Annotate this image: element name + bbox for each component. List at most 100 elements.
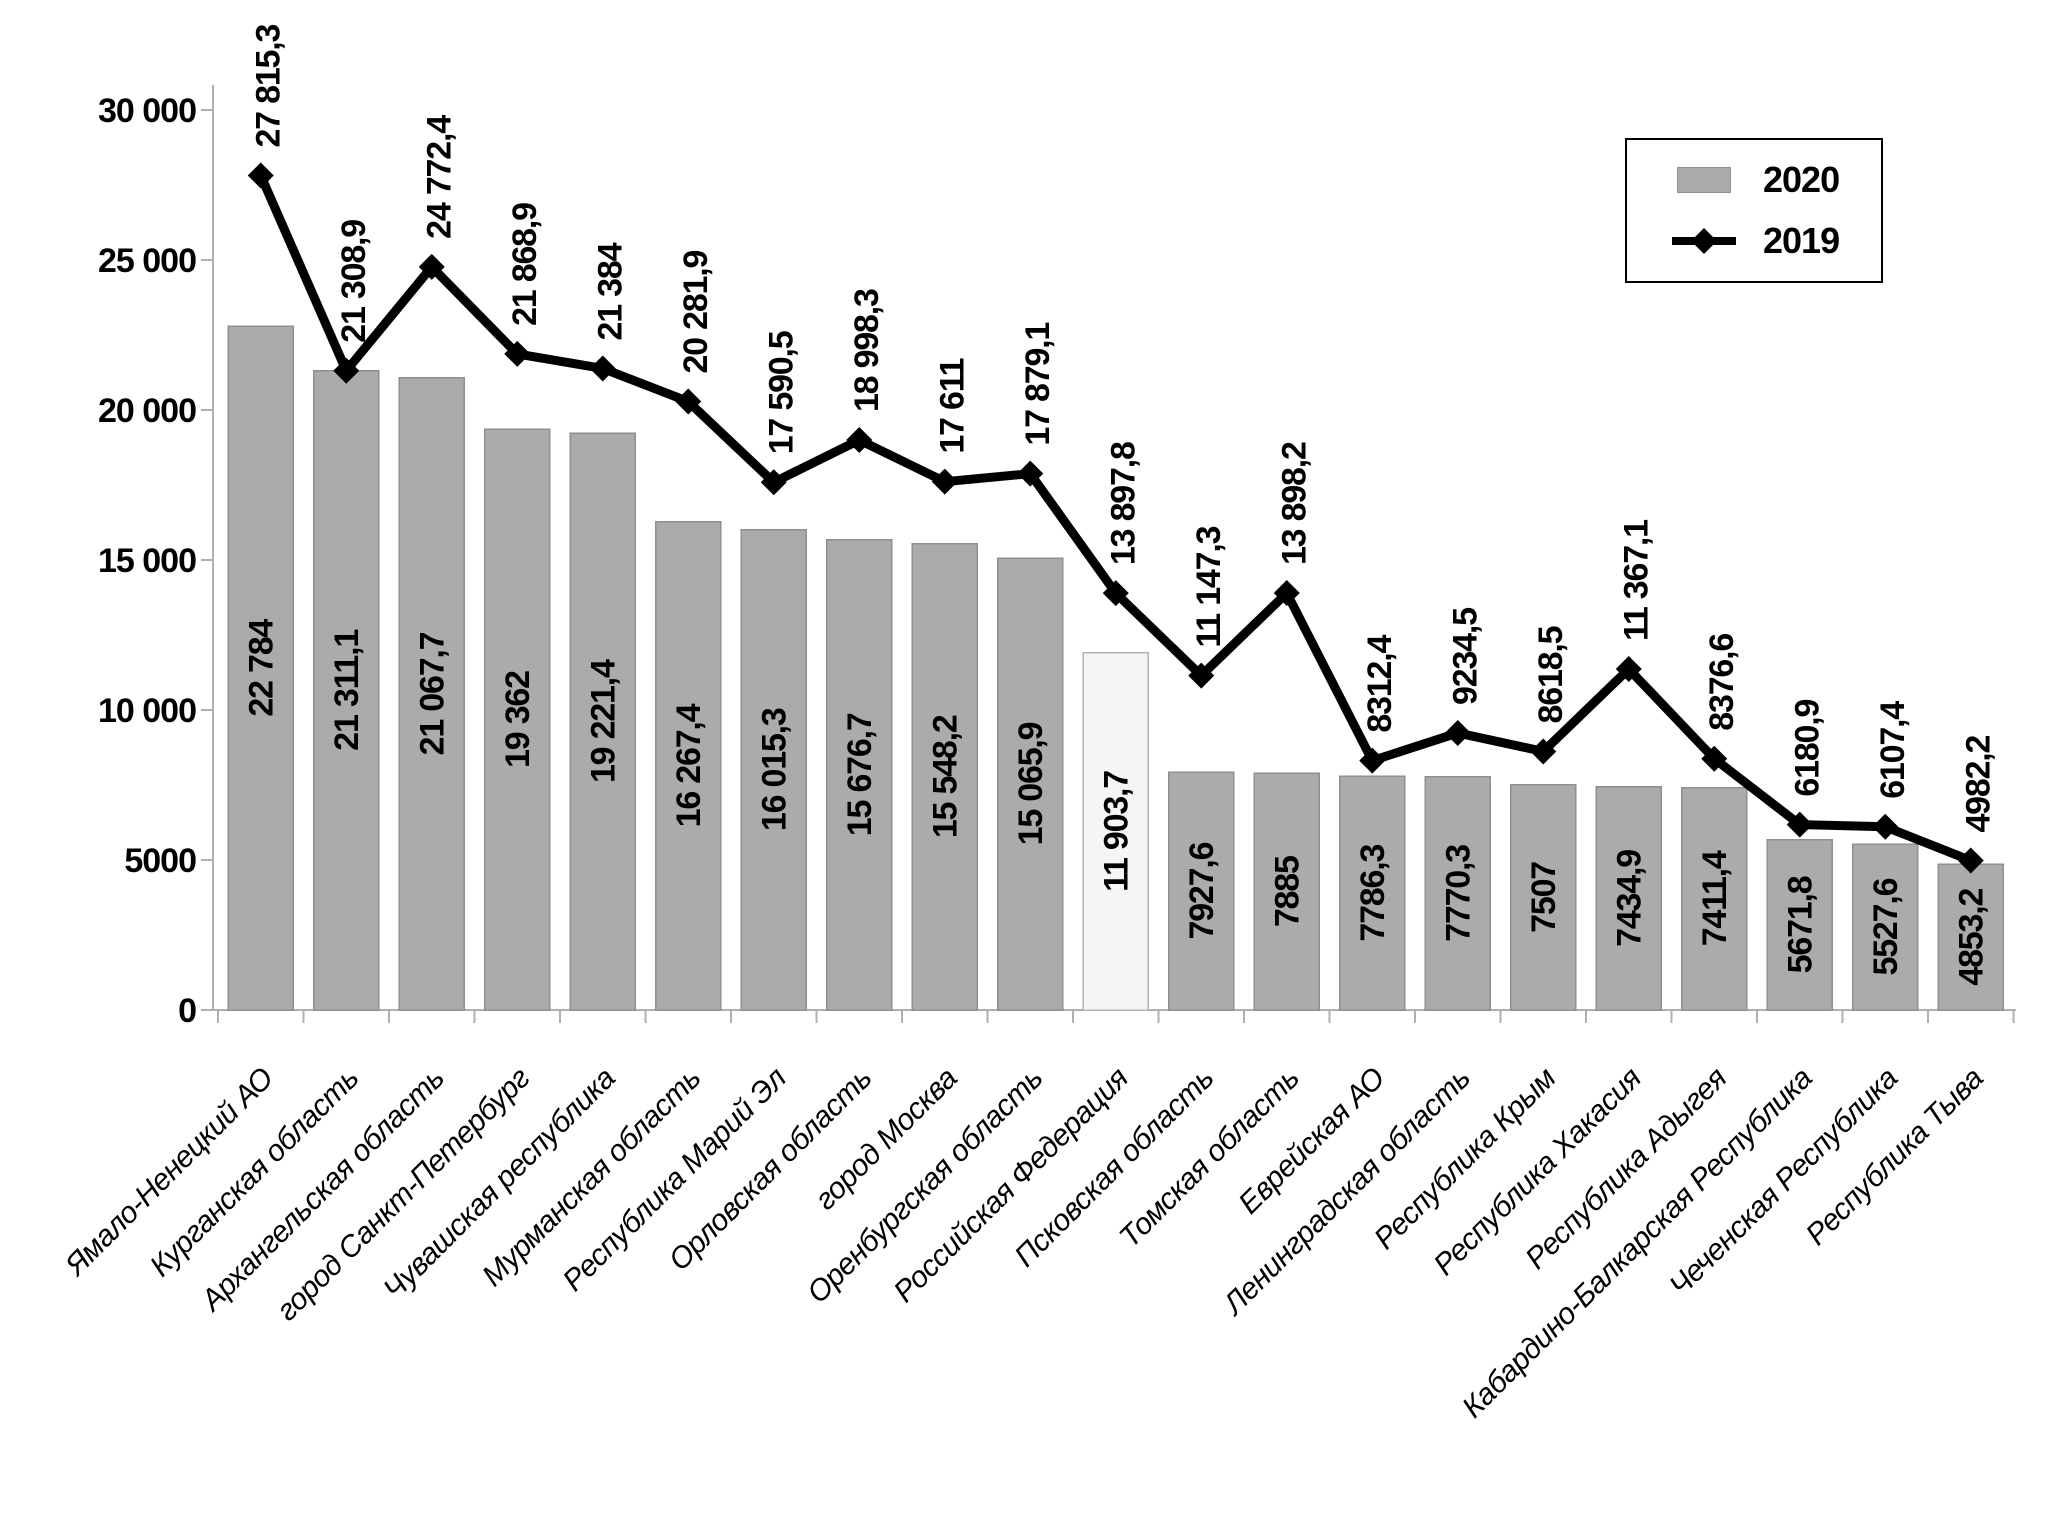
line-point-value-label: 21 308,9 [335,220,373,343]
line-point-value-label: 8376,6 [1703,634,1741,731]
bar-value-label: 7927,6 [1183,842,1221,939]
y-axis-tick-label: 20 000 [98,392,196,430]
line-point-value-label: 4982,2 [1960,735,1998,832]
line-point-value-label: 21 384 [592,242,630,340]
legend-marker-box [1671,167,1737,194]
line-point-value-label: 17 590,5 [763,331,801,454]
legend: 2020 2019 [1625,138,1883,283]
y-axis-tick-label: 25 000 [98,242,196,280]
bar [826,538,893,1011]
line-point-marker [589,355,616,382]
bar [911,542,978,1011]
line-point-value-label: 6180,9 [1789,699,1827,796]
line-point-value-label: 11 147,3 [1190,526,1228,647]
bar-value-label: 15 548,2 [927,715,965,838]
legend-marker-box [1671,226,1737,256]
category-label: Еврейская АО [1232,1061,1391,1220]
line-point-value-label: 17 611 [934,358,972,453]
line-point-value-label: 13 897,8 [1105,442,1143,565]
y-axis-tick-label: 15 000 [98,542,196,580]
y-axis-tick-label: 10 000 [98,692,196,730]
line-point-marker [1102,580,1129,607]
y-axis-tick-label: 30 000 [98,92,196,130]
legend-item-2020: 2020 [1671,159,1881,201]
bar [1937,863,2004,1011]
line-point-value-label: 9234,5 [1447,608,1485,705]
line-point-marker [1957,847,1984,874]
line-point-marker [1701,745,1728,772]
bar-value-label: 7434,9 [1611,850,1649,947]
bar [398,377,465,1011]
line-point-marker [1188,662,1215,689]
bar [1595,786,1662,1011]
y-axis-tick-label: 0 [178,992,196,1030]
bar [1681,786,1748,1011]
line-point-marker [504,340,531,367]
line-point-marker [760,469,787,496]
bar-swatch-icon [1677,167,1731,194]
legend-label-2019: 2019 [1763,219,1840,261]
bar [740,528,807,1011]
line-point-value-label: 6107,4 [1874,701,1912,799]
y-axis-tick-label: 5000 [124,842,196,880]
line-point-marker [1444,719,1471,746]
line-point-value-label: 11 367,1 [1618,520,1656,641]
line-point-value-label: 8618,5 [1532,626,1570,723]
bar-value-label: 5527,6 [1867,878,1905,975]
bar-value-label: 22 784 [243,619,281,717]
line-point-marker [1359,747,1386,774]
bar [227,325,294,1011]
line-point-marker [1273,580,1300,607]
bar-value-label: 5671,8 [1782,876,1820,973]
bar-value-label: 19 221,4 [585,659,623,783]
line-point-value-label: 27 815,3 [250,25,288,148]
line-point-value-label: 8312,4 [1361,635,1399,733]
line-point-marker [846,427,873,454]
line-point-marker [931,468,958,495]
line-point-value-label: 17 879,1 [1019,323,1057,446]
legend-label-2020: 2020 [1763,159,1840,201]
line-point-value-label: 24 772,4 [421,115,459,239]
line-point-marker [1530,738,1557,765]
bar-value-label: 11 903,7 [1098,771,1136,892]
legend-item-2019: 2019 [1671,219,1881,261]
bar-value-label: 7507 [1525,862,1563,933]
line-point-marker [1017,460,1044,487]
line-point-value-label: 21 868,9 [506,203,544,326]
bar [1852,843,1919,1011]
line-point-marker [1872,813,1899,840]
bar-value-label: 15 676,7 [841,713,879,836]
bar [655,521,722,1011]
bar-value-label: 21 311,1 [328,630,366,751]
line-point-value-label: 18 998,3 [848,289,886,412]
line-point-marker [675,388,702,415]
bar-value-label: 19 362 [499,671,537,768]
bar-value-label: 7885 [1269,856,1307,927]
bar [569,432,636,1011]
bar [1253,772,1320,1011]
line-point-value-label: 13 898,2 [1276,442,1314,565]
bar-value-label: 16 015,3 [756,708,794,831]
line-point-marker [333,357,360,384]
bar-value-label: 7411,4 [1696,850,1734,946]
bar [1424,776,1491,1011]
line-point-marker [1615,655,1642,682]
bar [484,428,551,1011]
bar-value-label: 7770,3 [1440,845,1478,942]
line-point-marker [1786,811,1813,838]
line-point-marker [418,253,445,280]
bar-value-label: 7786,3 [1354,845,1392,942]
bar [1339,775,1406,1011]
bar-value-label: 4853,2 [1953,889,1991,986]
bar-highlight [1082,652,1149,1011]
bar [997,557,1064,1011]
bar [1168,771,1235,1011]
bar-value-label: 21 067,7 [414,632,452,755]
bar [1766,839,1833,1011]
bar [313,369,380,1011]
line-diamond-icon [1672,227,1736,254]
bar-value-label: 15 065,9 [1012,722,1050,845]
line-point-value-label: 20 281,9 [677,251,715,374]
